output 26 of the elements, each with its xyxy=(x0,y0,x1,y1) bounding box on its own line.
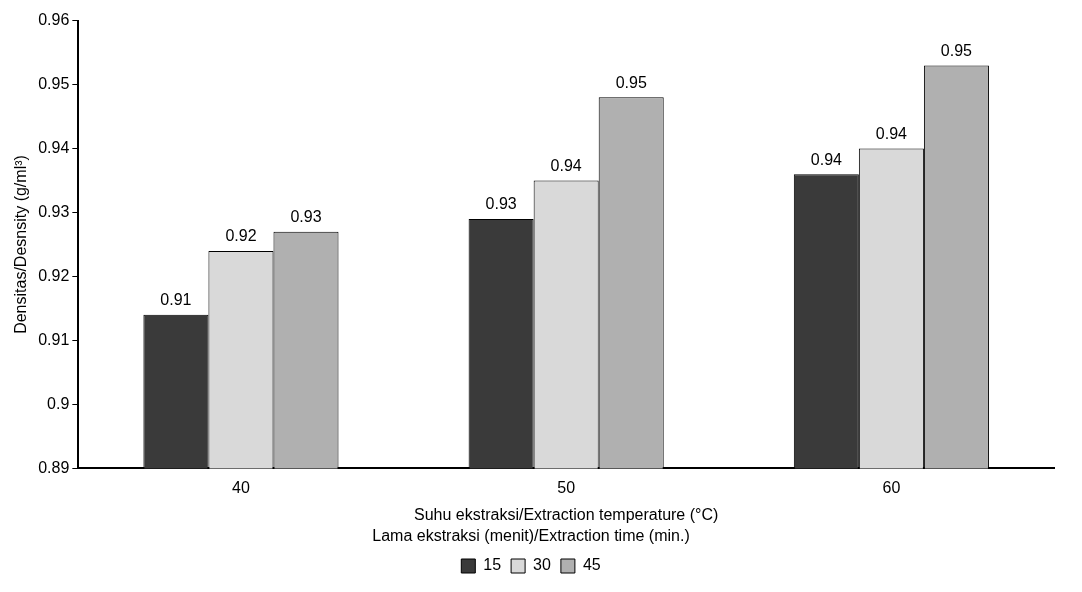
y-tick-label: 0.9 xyxy=(47,394,70,412)
data-label: 0.94 xyxy=(550,156,582,174)
x-axis-title: Suhu ekstraksi/Extraction temperature (°C) xyxy=(414,505,719,523)
y-axis-title: Densitas/Desnsity (g/ml³) xyxy=(12,155,30,334)
data-label: 0.92 xyxy=(225,227,257,245)
y-tick-label: 0.96 xyxy=(38,11,70,29)
x-tick-label: 60 xyxy=(882,479,901,497)
legend-title: Lama ekstraksi (menit)/Extraction time (min.) xyxy=(372,527,690,545)
legend-label: 30 xyxy=(533,556,551,574)
data-label: 0.94 xyxy=(875,124,908,142)
data-label: 0.94 xyxy=(810,150,843,168)
y-tick-label: 0.91 xyxy=(38,330,70,348)
data-label: 0.95 xyxy=(940,41,973,59)
y-tick-label: 0.95 xyxy=(38,74,70,92)
data-label: 0.91 xyxy=(160,291,192,309)
y-tick-label: 0.93 xyxy=(38,202,70,220)
data-label: 0.95 xyxy=(615,73,647,91)
legend-label: 15 xyxy=(483,556,502,574)
legend-label: 45 xyxy=(582,556,601,574)
y-tick-label: 0.89 xyxy=(38,458,70,476)
x-tick-label: 40 xyxy=(232,479,250,497)
data-label: 0.93 xyxy=(290,208,322,226)
data-label: 0.93 xyxy=(485,195,517,213)
y-tick-label: 0.94 xyxy=(38,138,70,156)
y-tick-label: 0.92 xyxy=(38,266,70,284)
x-tick-label: 50 xyxy=(557,479,576,497)
